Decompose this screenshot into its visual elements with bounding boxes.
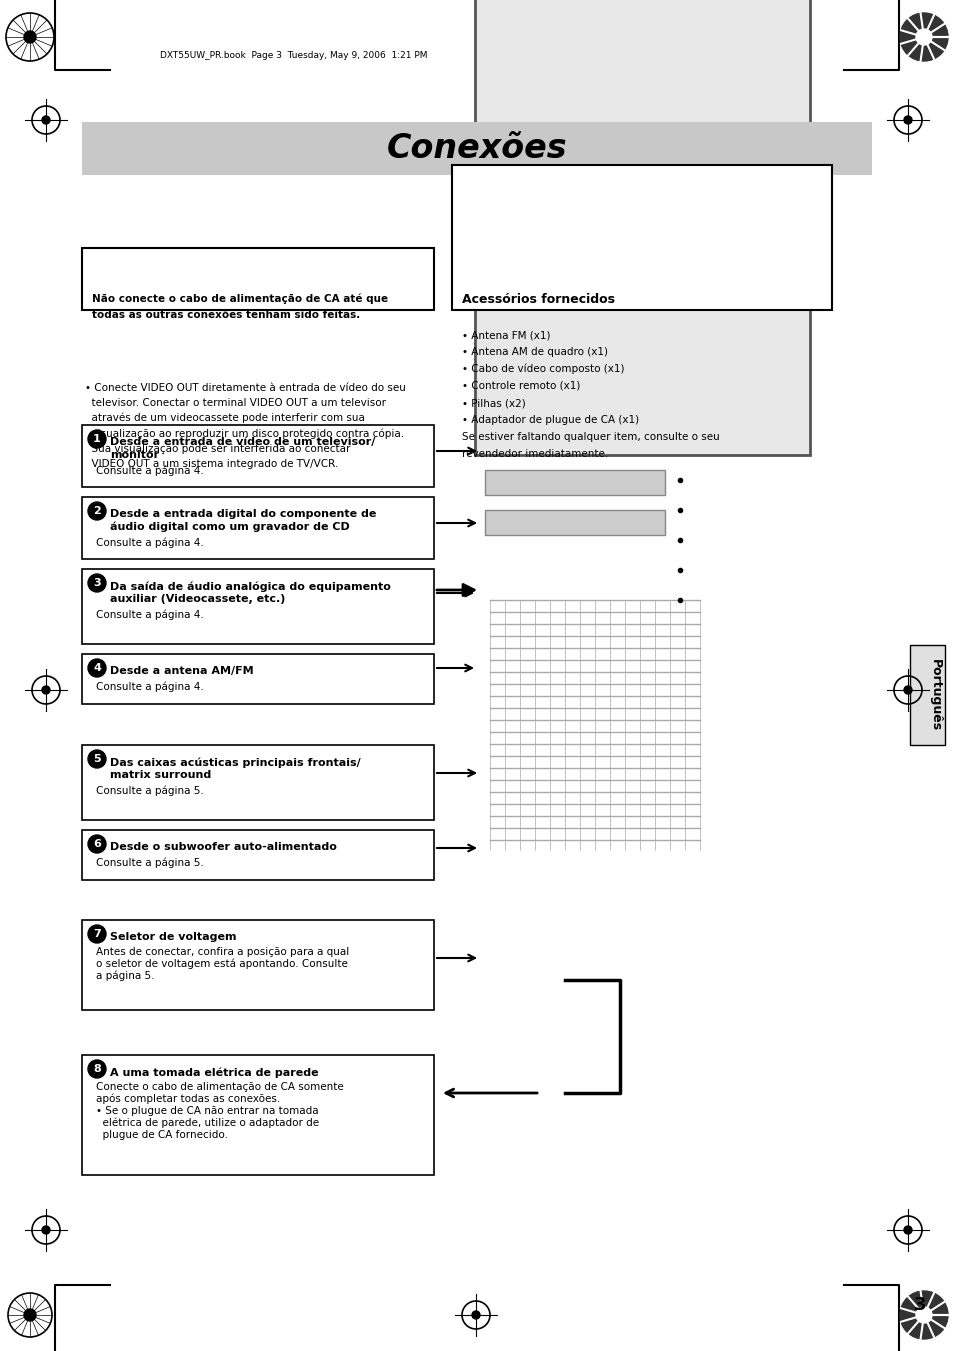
Text: • Adaptador de plugue de CA (x1): • Adaptador de plugue de CA (x1) <box>461 415 639 426</box>
Text: A uma tomada elétrica de parede: A uma tomada elétrica de parede <box>110 1067 318 1078</box>
Text: 2: 2 <box>93 507 101 516</box>
FancyBboxPatch shape <box>82 426 434 486</box>
Text: • Antena AM de quadro (x1): • Antena AM de quadro (x1) <box>461 347 607 357</box>
Text: 3: 3 <box>913 1296 925 1315</box>
FancyBboxPatch shape <box>82 122 871 176</box>
Circle shape <box>899 1292 947 1339</box>
Text: Consulte a página 4.: Consulte a página 4. <box>96 465 204 476</box>
FancyBboxPatch shape <box>82 497 434 559</box>
Text: Desde o subwoofer auto-alimentado: Desde o subwoofer auto-alimentado <box>110 842 336 852</box>
Circle shape <box>24 31 36 43</box>
FancyBboxPatch shape <box>484 470 664 494</box>
Text: • Controle remoto (x1): • Controle remoto (x1) <box>461 381 579 390</box>
Circle shape <box>903 116 911 124</box>
Text: Desde a entrada de vídeo de um televisor/: Desde a entrada de vídeo de um televisor… <box>110 436 375 447</box>
Text: DXT55UW_PR.book  Page 3  Tuesday, May 9, 2006  1:21 PM: DXT55UW_PR.book Page 3 Tuesday, May 9, 2… <box>160 50 427 59</box>
Circle shape <box>88 659 106 677</box>
FancyBboxPatch shape <box>82 1055 434 1175</box>
Text: • Pilhas (x2): • Pilhas (x2) <box>461 399 525 408</box>
Circle shape <box>903 686 911 694</box>
Text: matrix surround: matrix surround <box>110 770 211 780</box>
Text: Português: Português <box>927 659 941 731</box>
Circle shape <box>88 835 106 852</box>
Text: Seletor de voltagem: Seletor de voltagem <box>110 932 236 942</box>
FancyBboxPatch shape <box>82 830 434 880</box>
FancyBboxPatch shape <box>909 644 944 744</box>
Text: revendedor imediatamente.: revendedor imediatamente. <box>461 449 608 459</box>
Text: auxiliar (Videocassete, etc.): auxiliar (Videocassete, etc.) <box>110 594 285 604</box>
FancyBboxPatch shape <box>475 0 809 455</box>
Circle shape <box>88 750 106 767</box>
Text: Consulte a página 5.: Consulte a página 5. <box>96 857 204 867</box>
Text: Se estiver faltando qualquer item, consulte o seu: Se estiver faltando qualquer item, consu… <box>461 432 719 442</box>
Circle shape <box>472 1310 479 1319</box>
Text: Não conecte o cabo de alimentação de CA até que
todas as outras conexões tenham : Não conecte o cabo de alimentação de CA … <box>91 293 388 320</box>
Text: Desde a entrada digital do componente de: Desde a entrada digital do componente de <box>110 509 376 519</box>
Circle shape <box>88 925 106 943</box>
Text: 3: 3 <box>93 578 101 588</box>
Circle shape <box>915 28 931 45</box>
Text: 6: 6 <box>93 839 101 848</box>
Text: 1: 1 <box>93 434 101 444</box>
Circle shape <box>88 430 106 449</box>
Circle shape <box>88 1061 106 1078</box>
Circle shape <box>88 503 106 520</box>
Text: Das caixas acústicas principais frontais/: Das caixas acústicas principais frontais… <box>110 757 360 767</box>
Text: Conexões: Conexões <box>386 131 567 165</box>
FancyBboxPatch shape <box>82 744 434 820</box>
Text: Da saída de áudio analógica do equipamento: Da saída de áudio analógica do equipamen… <box>110 581 391 592</box>
Circle shape <box>903 1225 911 1233</box>
FancyBboxPatch shape <box>82 569 434 644</box>
Circle shape <box>24 1309 36 1321</box>
Text: Consulte a página 5.: Consulte a página 5. <box>96 785 204 796</box>
Text: 7: 7 <box>93 929 101 939</box>
FancyBboxPatch shape <box>484 509 664 535</box>
Text: • Conecte VIDEO OUT diretamente à entrada de vídeo do seu
  televisor. Conectar : • Conecte VIDEO OUT diretamente à entrad… <box>85 382 405 469</box>
FancyBboxPatch shape <box>82 654 434 704</box>
Text: • Cabo de vídeo composto (x1): • Cabo de vídeo composto (x1) <box>461 363 624 374</box>
Text: Consulte a página 4.: Consulte a página 4. <box>96 681 204 692</box>
Text: Antes de conectar, confira a posição para a qual
o seletor de voltagem está apon: Antes de conectar, confira a posição par… <box>96 947 349 981</box>
Circle shape <box>899 14 947 61</box>
Text: Conecte o cabo de alimentação de CA somente
após completar todas as conexões.
• : Conecte o cabo de alimentação de CA some… <box>96 1082 343 1140</box>
Text: 8: 8 <box>93 1065 101 1074</box>
Circle shape <box>915 1306 931 1323</box>
Text: Desde a antena AM/FM: Desde a antena AM/FM <box>110 666 253 676</box>
FancyBboxPatch shape <box>82 920 434 1011</box>
Text: 4: 4 <box>93 663 101 673</box>
FancyBboxPatch shape <box>82 249 434 309</box>
Circle shape <box>42 1225 50 1233</box>
Text: monitor: monitor <box>110 450 159 459</box>
Text: áudio digital como um gravador de CD: áudio digital como um gravador de CD <box>110 521 350 532</box>
Circle shape <box>88 574 106 592</box>
Circle shape <box>42 686 50 694</box>
FancyBboxPatch shape <box>452 165 831 309</box>
Text: Acessórios fornecidos: Acessórios fornecidos <box>461 293 615 305</box>
Text: Consulte a página 4.: Consulte a página 4. <box>96 536 204 547</box>
Text: • Antena FM (x1): • Antena FM (x1) <box>461 330 550 340</box>
Circle shape <box>42 116 50 124</box>
Text: Consulte a página 4.: Consulte a página 4. <box>96 609 204 620</box>
Text: 5: 5 <box>93 754 101 765</box>
